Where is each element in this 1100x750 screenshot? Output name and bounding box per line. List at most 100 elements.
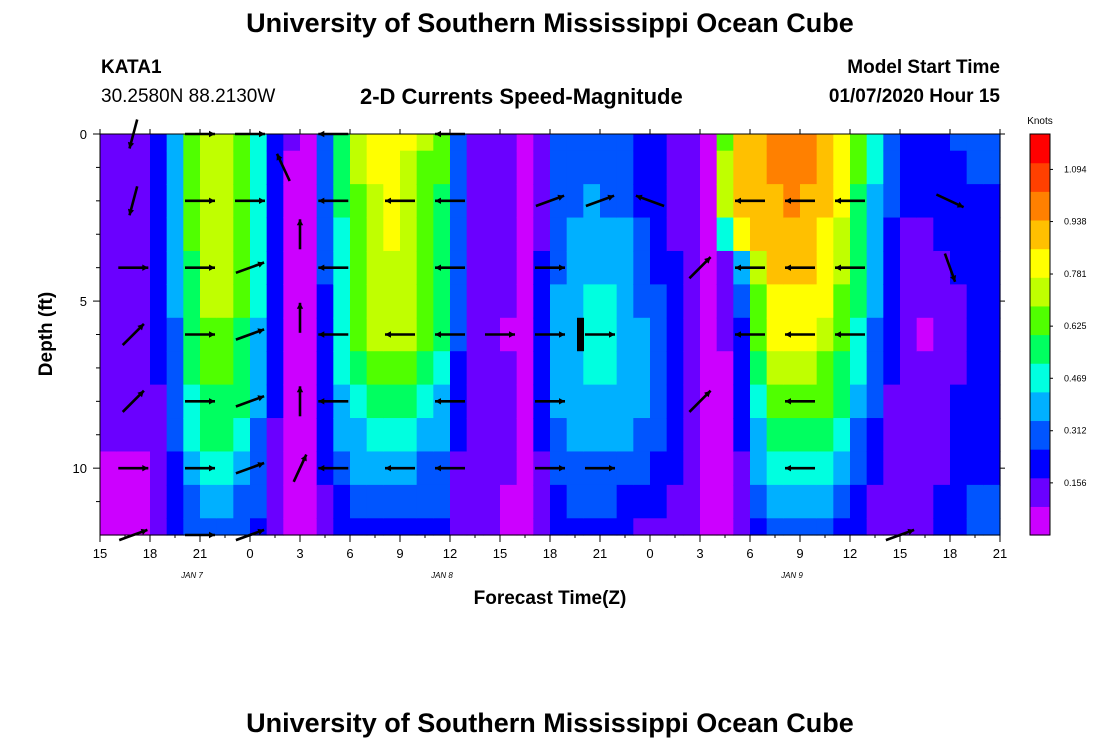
heatmap-cell: [800, 150, 818, 185]
heatmap-cell: [583, 384, 601, 419]
y-tick-label: 0: [80, 127, 87, 142]
heatmap-cell: [650, 518, 668, 536]
current-arrow: [735, 264, 765, 271]
heatmap-cell: [150, 418, 168, 453]
heatmap-cell: [583, 217, 601, 252]
heatmap-cell: [933, 384, 951, 419]
heatmap-cell: [900, 384, 918, 419]
current-arrow: [535, 398, 565, 405]
heatmap-cell: [216, 518, 234, 536]
heatmap-cell: [150, 484, 168, 519]
heatmap-cell: [600, 217, 618, 252]
heatmap-cell: [583, 134, 601, 152]
heatmap-cell: [500, 418, 518, 453]
chart-subtitle: 2-D Currents Speed-Magnitude: [360, 84, 683, 109]
heatmap-cell: [800, 217, 818, 252]
heatmap-cell: [683, 250, 701, 285]
current-arrow: [235, 461, 265, 475]
heatmap-cell: [933, 217, 951, 252]
heatmap-cell: [866, 134, 884, 152]
heatmap-cell: [116, 418, 134, 453]
heatmap-cell: [133, 418, 151, 453]
heatmap-cell: [483, 150, 501, 185]
heatmap-cell: [133, 150, 151, 185]
heatmap-cell: [500, 384, 518, 419]
heatmap-cell: [633, 284, 651, 319]
heatmap-cell: [100, 518, 118, 536]
heatmap-cell: [416, 184, 434, 219]
heatmap-cell: [216, 134, 234, 152]
colorbar-swatch: [1030, 449, 1050, 479]
heatmap-cell: [700, 484, 718, 519]
heatmap-cell: [650, 484, 668, 519]
heatmap-cell: [816, 317, 834, 352]
current-arrow: [835, 197, 865, 204]
colorbar-tick-label: 0.781: [1064, 269, 1087, 279]
heatmap-cell: [183, 351, 201, 386]
heatmap-cell: [166, 250, 184, 285]
heatmap-cell: [783, 217, 801, 252]
heatmap-cell: [500, 217, 518, 252]
heatmap-cell: [600, 418, 618, 453]
heatmap-cell: [816, 518, 834, 536]
heatmap-cell: [450, 284, 468, 319]
heatmap-cell: [950, 134, 968, 152]
heatmap-cell: [350, 150, 368, 185]
heatmap-cell: [300, 217, 318, 252]
heatmap-cell: [633, 217, 651, 252]
heatmap-cell: [300, 384, 318, 419]
heatmap-cell: [450, 134, 468, 152]
heatmap-cell: [816, 184, 834, 219]
y-tick-label: 10: [73, 461, 87, 476]
x-tick-label: 3: [296, 546, 303, 561]
colorbar-swatch: [1030, 277, 1050, 307]
heatmap-cell: [583, 184, 601, 219]
heatmap-cell: [950, 150, 968, 185]
heatmap-cell: [600, 150, 618, 185]
heatmap-cell: [283, 384, 301, 419]
heatmap-cell: [800, 518, 818, 536]
heatmap-cell: [666, 217, 684, 252]
heatmap-cell: [666, 518, 684, 536]
heatmap-cell: [783, 284, 801, 319]
heatmap-cell: [266, 134, 284, 152]
heatmap-cell: [466, 484, 484, 519]
heatmap-cell: [900, 250, 918, 285]
heatmap-cell: [683, 184, 701, 219]
heatmap-cell: [466, 217, 484, 252]
current-arrow: [688, 389, 712, 413]
heatmap-cell: [266, 184, 284, 219]
heatmap-cell: [850, 418, 868, 453]
heatmap-cell: [533, 284, 551, 319]
heatmap-cell: [250, 451, 268, 486]
heatmap-cell: [400, 384, 418, 419]
heatmap-cell: [683, 284, 701, 319]
current-arrow: [121, 322, 145, 347]
x-tick-label: 18: [543, 546, 557, 561]
heatmap-cell: [650, 418, 668, 453]
heatmap-cell: [383, 518, 401, 536]
heatmap-cell: [366, 351, 384, 386]
footer-title: University of Southern Mississippi Ocean…: [246, 708, 854, 738]
heatmap-cell: [916, 384, 934, 419]
current-arrow: [535, 465, 565, 472]
heatmap-cell: [833, 384, 851, 419]
heatmap-cell: [683, 150, 701, 185]
heatmap-cell: [100, 284, 118, 319]
current-arrow: [735, 331, 765, 338]
heatmap-cell: [283, 484, 301, 519]
heatmap-cell: [433, 351, 451, 386]
heatmap-cell: [416, 150, 434, 185]
heatmap-cell: [333, 351, 351, 386]
current-arrow: [835, 331, 865, 338]
heatmap-cell: [883, 150, 901, 185]
heatmap-cell: [400, 284, 418, 319]
heatmap-cell: [433, 134, 451, 152]
heatmap-cell: [150, 284, 168, 319]
heatmap-cell: [583, 484, 601, 519]
heatmap-cell: [283, 150, 301, 185]
heatmap-cell: [900, 284, 918, 319]
current-arrow: [435, 398, 465, 405]
heatmap-cell: [983, 284, 1001, 319]
heatmap-cell: [616, 418, 634, 453]
